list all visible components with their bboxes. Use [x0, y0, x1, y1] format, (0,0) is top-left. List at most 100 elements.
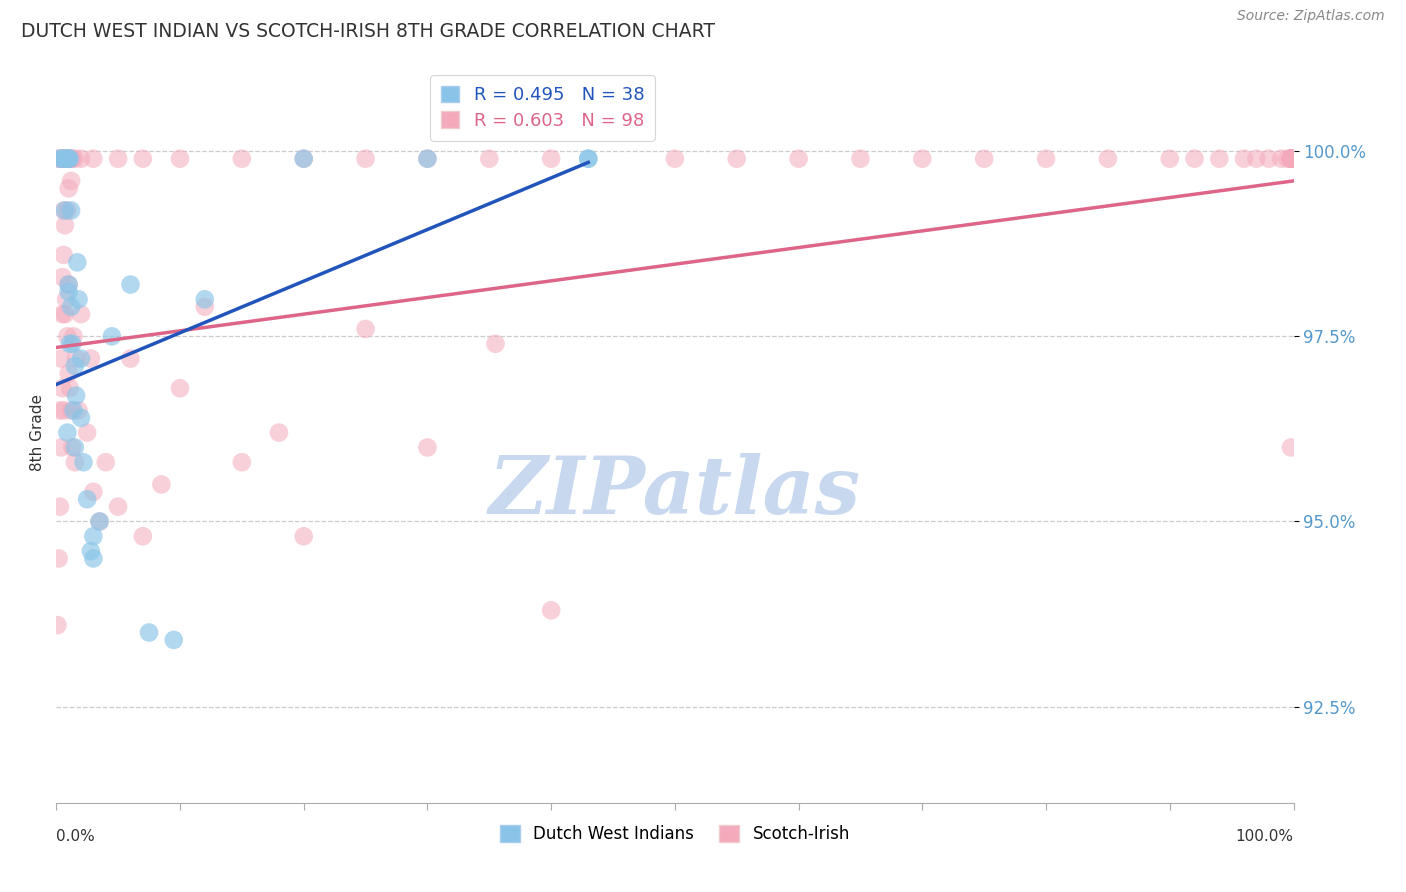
Point	[169, 381, 191, 395]
Point	[67, 403, 90, 417]
Point	[1097, 152, 1119, 166]
Point	[60, 203, 83, 218]
Text: Source: ZipAtlas.com: Source: ZipAtlas.com	[1237, 9, 1385, 23]
Point	[292, 152, 315, 166]
Point	[1279, 441, 1302, 455]
Point	[169, 152, 191, 166]
Point	[51, 152, 73, 166]
Point	[52, 203, 75, 218]
Point	[51, 152, 73, 166]
Point	[59, 152, 82, 166]
Point	[65, 389, 87, 403]
Point	[70, 351, 93, 366]
Point	[267, 425, 290, 440]
Point	[163, 632, 186, 647]
Point	[58, 181, 80, 195]
Point	[354, 152, 377, 166]
Point	[1208, 152, 1230, 166]
Point	[1257, 152, 1279, 166]
Point	[59, 381, 82, 395]
Point	[60, 403, 83, 417]
Point	[540, 152, 562, 166]
Point	[51, 351, 73, 366]
Point	[1270, 152, 1292, 166]
Point	[576, 152, 599, 166]
Point	[59, 336, 82, 351]
Point	[65, 351, 87, 366]
Point	[60, 152, 83, 166]
Point	[53, 152, 76, 166]
Point	[51, 152, 73, 166]
Y-axis label: 8th Grade: 8th Grade	[30, 394, 45, 471]
Point	[1279, 152, 1302, 166]
Point	[138, 625, 160, 640]
Point	[150, 477, 173, 491]
Point	[1279, 152, 1302, 166]
Point	[66, 255, 89, 269]
Point	[484, 336, 506, 351]
Point	[60, 174, 83, 188]
Point	[60, 152, 83, 166]
Point	[58, 152, 80, 166]
Point	[55, 152, 77, 166]
Point	[70, 152, 93, 166]
Point	[89, 515, 111, 529]
Point	[55, 152, 77, 166]
Point	[1159, 152, 1181, 166]
Point	[58, 367, 80, 381]
Point	[56, 203, 79, 218]
Point	[55, 152, 77, 166]
Point	[354, 322, 377, 336]
Point	[52, 152, 75, 166]
Point	[60, 441, 83, 455]
Point	[194, 300, 217, 314]
Point	[51, 381, 73, 395]
Point	[58, 277, 80, 292]
Point	[478, 152, 501, 166]
Point	[76, 492, 98, 507]
Point	[72, 455, 94, 469]
Point	[82, 152, 104, 166]
Point	[76, 425, 98, 440]
Point	[292, 529, 315, 543]
Text: ZIPatlas: ZIPatlas	[489, 453, 860, 531]
Text: 100.0%: 100.0%	[1236, 829, 1294, 844]
Point	[70, 307, 93, 321]
Point	[107, 152, 129, 166]
Point	[58, 152, 80, 166]
Point	[1233, 152, 1256, 166]
Point	[53, 203, 76, 218]
Point	[107, 500, 129, 514]
Point	[664, 152, 686, 166]
Point	[48, 152, 70, 166]
Point	[80, 544, 103, 558]
Point	[58, 277, 80, 292]
Point	[1035, 152, 1057, 166]
Point	[56, 152, 79, 166]
Point	[89, 515, 111, 529]
Point	[911, 152, 934, 166]
Point	[231, 152, 253, 166]
Point	[51, 307, 73, 321]
Point	[120, 277, 142, 292]
Point	[231, 455, 253, 469]
Point	[540, 603, 562, 617]
Point	[120, 351, 142, 366]
Point	[63, 455, 86, 469]
Text: DUTCH WEST INDIAN VS SCOTCH-IRISH 8TH GRADE CORRELATION CHART: DUTCH WEST INDIAN VS SCOTCH-IRISH 8TH GR…	[21, 22, 716, 41]
Point	[55, 293, 77, 307]
Point	[60, 336, 83, 351]
Point	[1279, 152, 1302, 166]
Point	[80, 351, 103, 366]
Point	[194, 293, 217, 307]
Point	[46, 618, 69, 632]
Point	[48, 551, 70, 566]
Point	[58, 285, 80, 299]
Point	[49, 500, 72, 514]
Point	[67, 293, 90, 307]
Point	[52, 403, 75, 417]
Point	[1279, 152, 1302, 166]
Point	[59, 152, 82, 166]
Point	[1246, 152, 1268, 166]
Point	[53, 307, 76, 321]
